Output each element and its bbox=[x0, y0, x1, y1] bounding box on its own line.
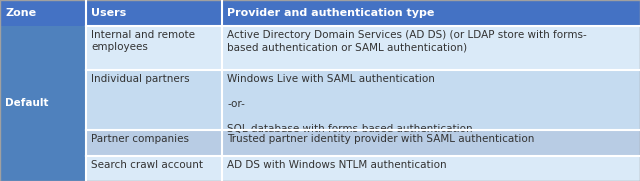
Bar bbox=[0, 26, 86, 181]
Text: Search crawl account: Search crawl account bbox=[91, 160, 203, 170]
Bar bbox=[222, 70, 640, 130]
Bar bbox=[86, 0, 222, 26]
Text: Default: Default bbox=[5, 98, 49, 108]
Bar bbox=[86, 156, 222, 181]
Bar bbox=[222, 156, 640, 181]
Bar bbox=[0, 0, 86, 26]
Bar bbox=[222, 26, 640, 70]
Bar bbox=[86, 26, 222, 70]
Text: Zone: Zone bbox=[5, 8, 36, 18]
Bar bbox=[86, 70, 222, 130]
Bar bbox=[86, 130, 222, 156]
Text: Active Directory Domain Services (AD DS) (or LDAP store with forms-
based authen: Active Directory Domain Services (AD DS)… bbox=[227, 30, 587, 52]
Text: AD DS with Windows NTLM authentication: AD DS with Windows NTLM authentication bbox=[227, 160, 447, 170]
Text: Windows Live with SAML authentication

-or-

SQL database with forms-based authe: Windows Live with SAML authentication -o… bbox=[227, 74, 472, 134]
Text: Internal and remote
employees: Internal and remote employees bbox=[91, 30, 195, 52]
Text: Individual partners: Individual partners bbox=[91, 74, 189, 84]
Bar bbox=[222, 130, 640, 156]
Text: Partner companies: Partner companies bbox=[91, 134, 189, 144]
Text: Provider and authentication type: Provider and authentication type bbox=[227, 8, 435, 18]
Text: Users: Users bbox=[91, 8, 126, 18]
Text: Trusted partner identity provider with SAML authentication: Trusted partner identity provider with S… bbox=[227, 134, 534, 144]
Bar bbox=[222, 0, 640, 26]
